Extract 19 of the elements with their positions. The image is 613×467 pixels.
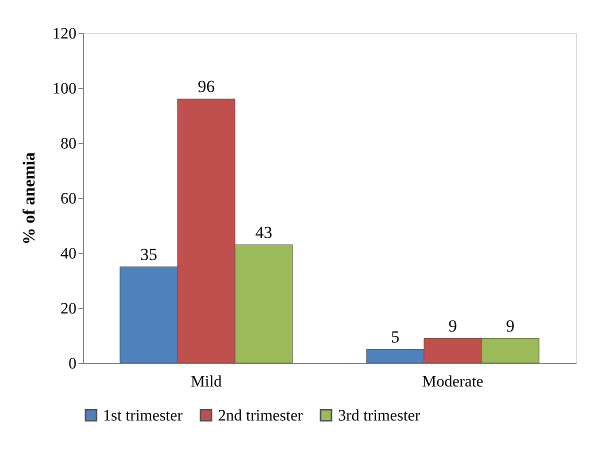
y-tick-label: 120 <box>52 26 76 42</box>
data-label: 96 <box>198 77 215 96</box>
data-label: 35 <box>140 244 158 264</box>
y-tick-label: 0 <box>68 356 76 372</box>
y-axis-title: % of anemia <box>20 152 38 245</box>
x-tick-label: Mild <box>190 374 222 390</box>
legend-label: 3rd trimester <box>338 407 421 424</box>
y-tick-label: 40 <box>60 246 76 262</box>
y-tick-label: 100 <box>52 80 76 98</box>
y-tick-label: 20 <box>60 300 76 318</box>
y-tick-label: 80 <box>60 136 76 152</box>
x-tick-label: Moderate <box>422 374 484 390</box>
data-label: 9 <box>448 316 457 336</box>
data-label: 9 <box>506 316 515 336</box>
data-label: 43 <box>255 222 272 242</box>
legend-label: 2nd trimester <box>218 407 304 424</box>
data-label: 5 <box>390 327 400 346</box>
legend-label: 1st trimester <box>103 407 184 424</box>
y-tick-label: 60 <box>60 190 76 208</box>
